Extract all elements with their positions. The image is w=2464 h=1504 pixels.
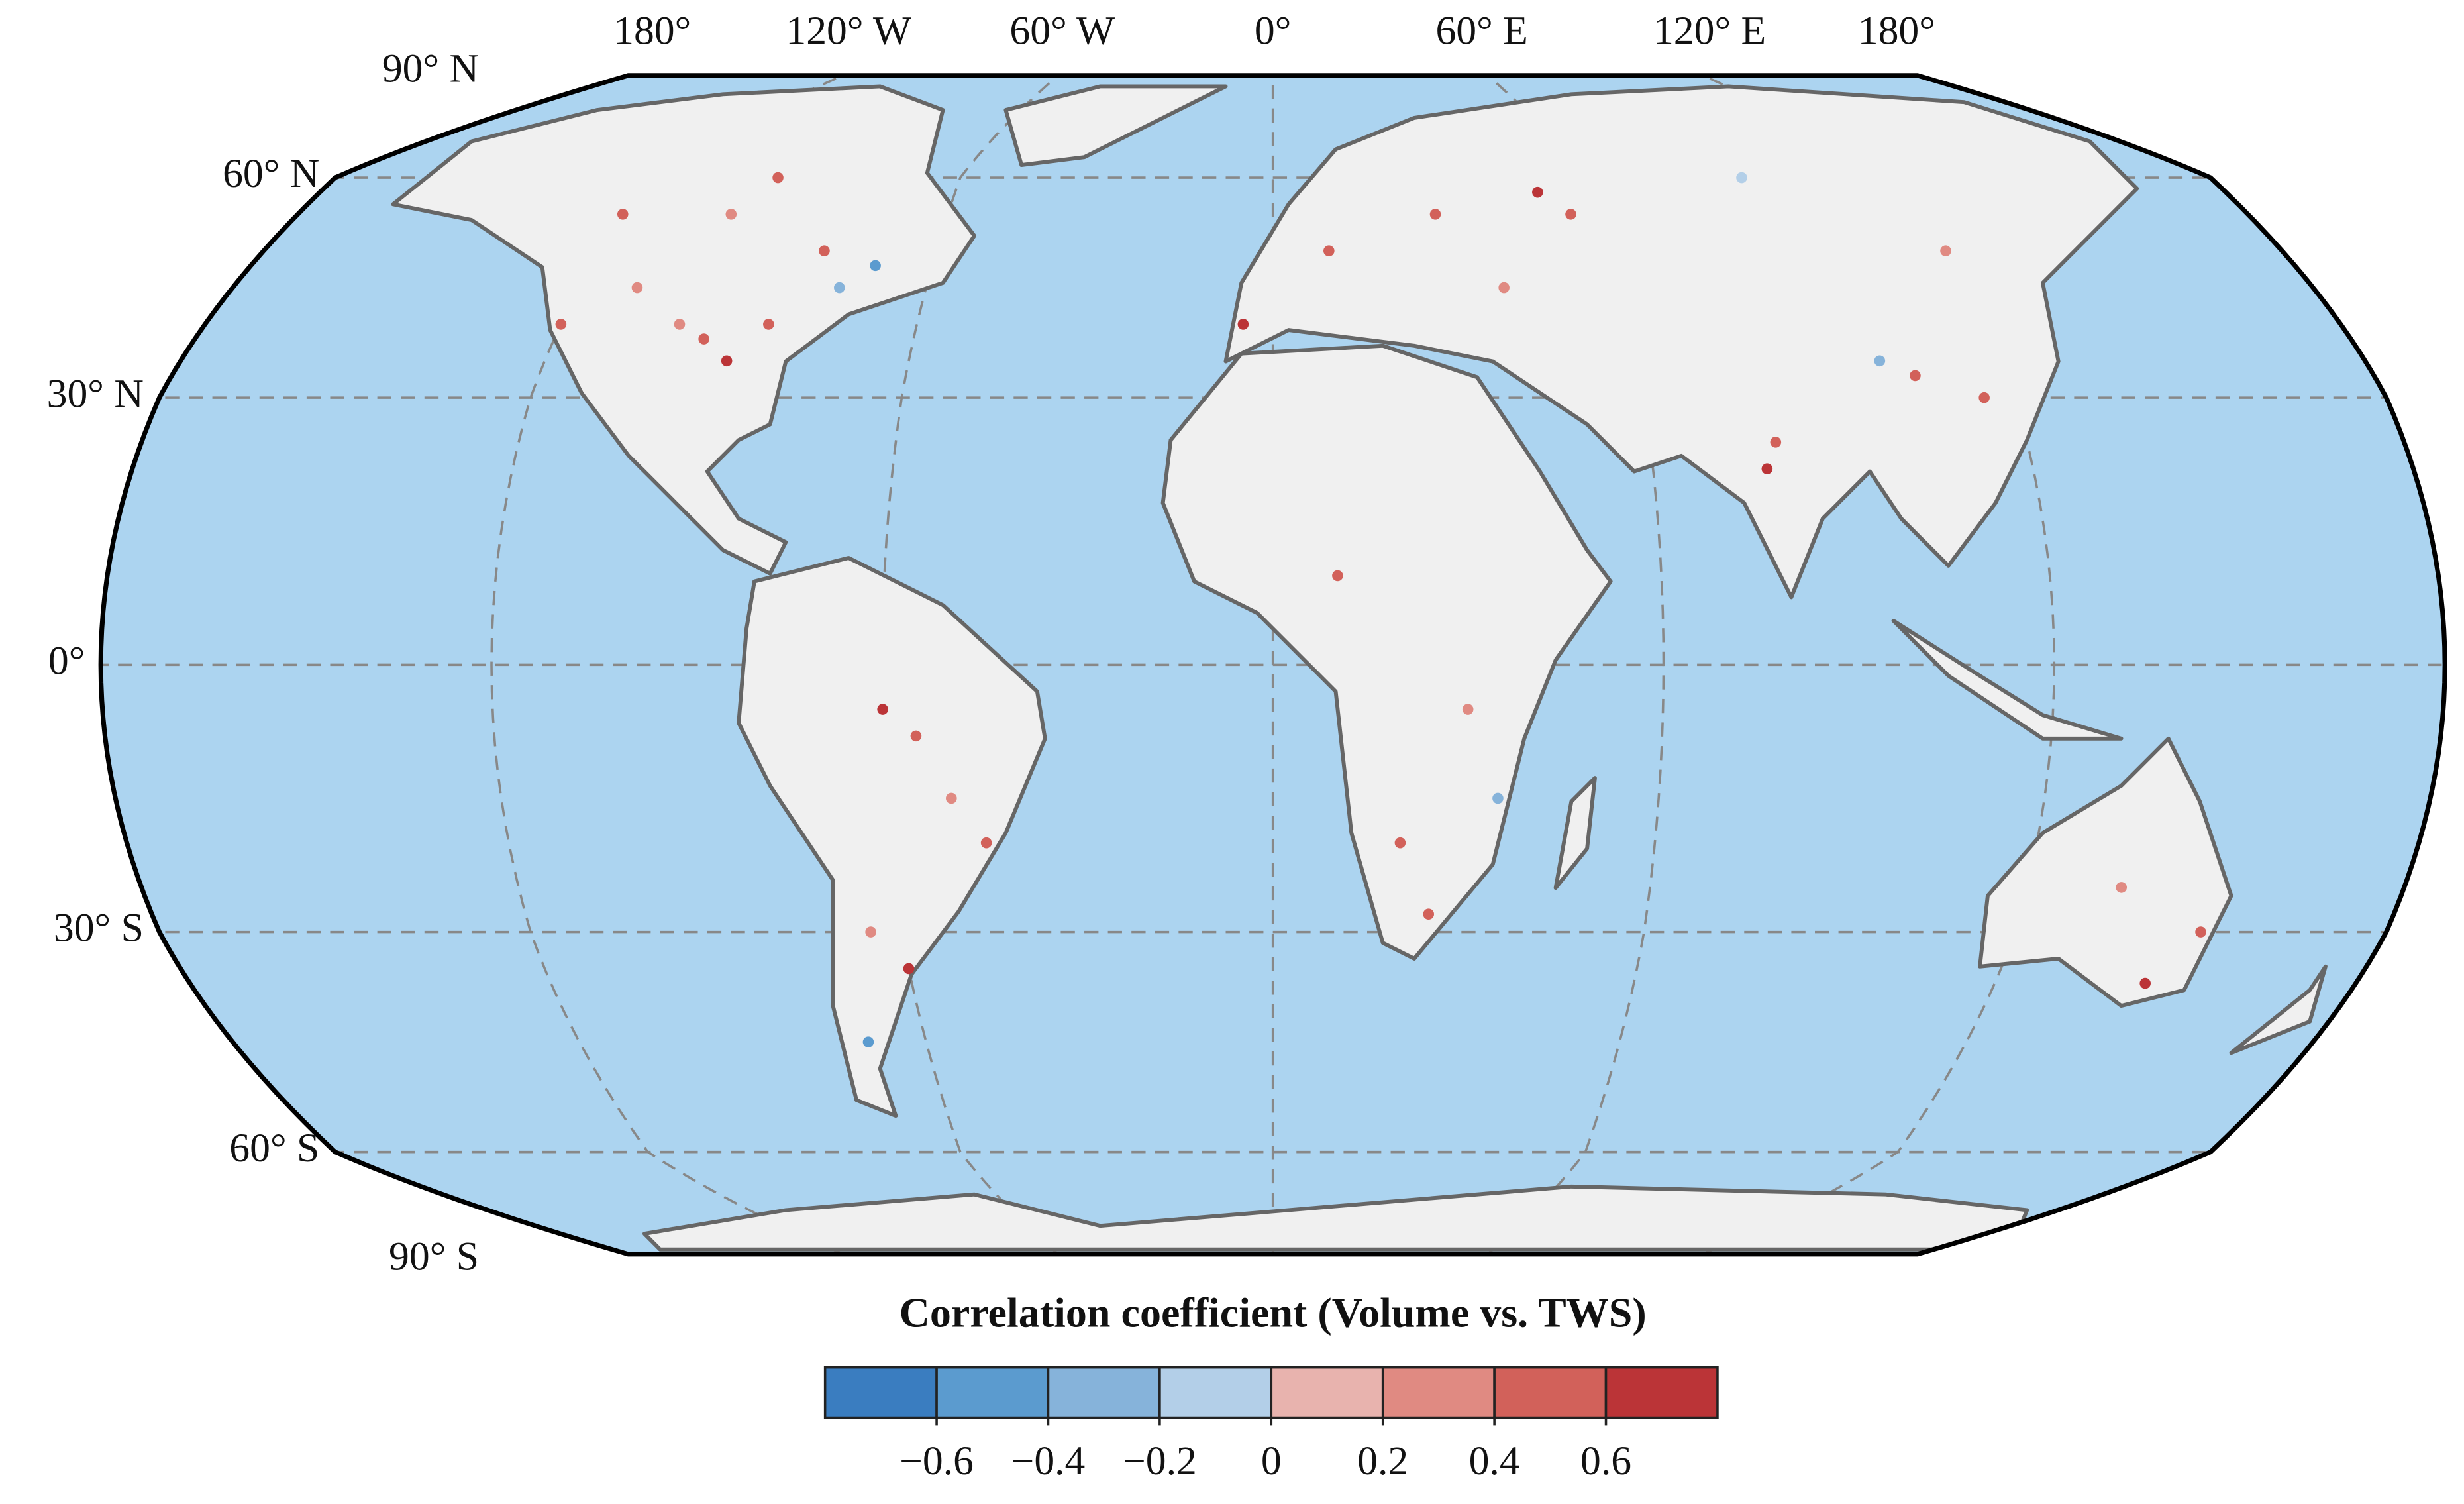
station-point — [1423, 908, 1435, 920]
station-point — [772, 172, 784, 184]
station-point — [1736, 172, 1747, 184]
colorbar-tick-label: 0 — [1261, 1438, 1282, 1483]
station-point — [721, 355, 733, 367]
eurasia — [1223, 84, 2139, 600]
station-point — [1910, 370, 1921, 382]
lon-label: 120° E — [1653, 8, 1766, 53]
lon-label: 60° W — [1009, 8, 1115, 53]
lat-label: 0° — [48, 639, 85, 684]
station-point — [674, 319, 686, 330]
map-border — [98, 73, 2447, 1257]
station-point — [2116, 882, 2128, 893]
colorbar-swatch — [1604, 1366, 1719, 1419]
station-point — [1761, 463, 1773, 474]
indonesia — [1891, 618, 2124, 741]
colorbar-tick-label: −0.6 — [899, 1438, 974, 1483]
colorbar-swatch — [1270, 1366, 1384, 1419]
station-point — [698, 333, 709, 345]
lon-label: 180° — [1858, 8, 1935, 53]
station-point — [1940, 245, 1951, 257]
colorbar-tick-label: 0.6 — [1580, 1438, 1631, 1483]
lat-label: 90° N — [382, 46, 479, 91]
colorbar-swatch — [1158, 1366, 1273, 1419]
lon-label: 120° W — [786, 8, 911, 53]
africa — [1160, 343, 1613, 961]
colorbar-swatch — [1047, 1366, 1161, 1419]
station-point — [2195, 926, 2206, 938]
station-point — [725, 209, 737, 220]
stations — [555, 172, 2206, 1047]
colorbar-swatch — [1381, 1366, 1496, 1419]
colorbar-title: Correlation coefficient (Volume vs. TWS) — [899, 1289, 1647, 1336]
station-point — [862, 1036, 874, 1047]
colorbar-swatch — [935, 1366, 1050, 1419]
station-point — [877, 704, 888, 715]
colorbar-swatch — [823, 1366, 938, 1419]
station-point — [910, 730, 922, 742]
station-point — [555, 319, 567, 330]
station-point — [763, 319, 774, 330]
station-point — [617, 209, 629, 220]
lat-label: 60° S — [229, 1126, 319, 1171]
station-point — [1237, 319, 1249, 330]
colorbar-tick-label: 0.4 — [1469, 1438, 1520, 1483]
station-point — [1394, 837, 1406, 849]
station-point — [1565, 209, 1576, 220]
north-america — [391, 84, 976, 576]
lat-label: 90° S — [389, 1234, 479, 1279]
station-point — [1332, 570, 1343, 582]
continents — [391, 84, 2328, 1252]
station-point — [1462, 704, 1474, 715]
station-point — [980, 837, 992, 849]
station-point — [819, 245, 830, 257]
station-point — [1498, 282, 1510, 294]
station-point — [834, 282, 845, 294]
lon-label: 0° — [1255, 8, 1291, 53]
station-point — [903, 963, 915, 975]
antarctica — [642, 1184, 2029, 1252]
lon-label: 180° — [613, 8, 691, 53]
colorbar-tick-label: −0.4 — [1011, 1438, 1086, 1483]
station-point — [631, 282, 643, 294]
station-point — [1770, 437, 1782, 448]
station-point — [2139, 977, 2151, 989]
station-point — [945, 792, 957, 804]
station-point — [1978, 392, 1990, 403]
colorbar-tick-label: 0.2 — [1357, 1438, 1408, 1483]
station-point — [870, 260, 881, 272]
lat-label: 60° N — [223, 151, 319, 196]
south-america — [737, 556, 1047, 1118]
colorbar-tick-label: −0.2 — [1123, 1438, 1197, 1483]
madagascar — [1553, 776, 1597, 890]
station-point — [1323, 245, 1335, 257]
station-point — [1492, 792, 1504, 804]
station-point — [865, 926, 876, 938]
lat-label: 30° S — [54, 906, 144, 951]
greenland — [1003, 84, 1228, 168]
lon-label: 60° E — [1435, 8, 1527, 53]
station-point — [1874, 355, 1886, 367]
lat-label: 30° N — [47, 371, 144, 416]
australia — [1978, 736, 2233, 1008]
new-zealand — [2229, 964, 2328, 1055]
station-point — [1429, 209, 1441, 220]
station-point — [1532, 186, 1543, 198]
colorbar-swatch — [1493, 1366, 1608, 1419]
